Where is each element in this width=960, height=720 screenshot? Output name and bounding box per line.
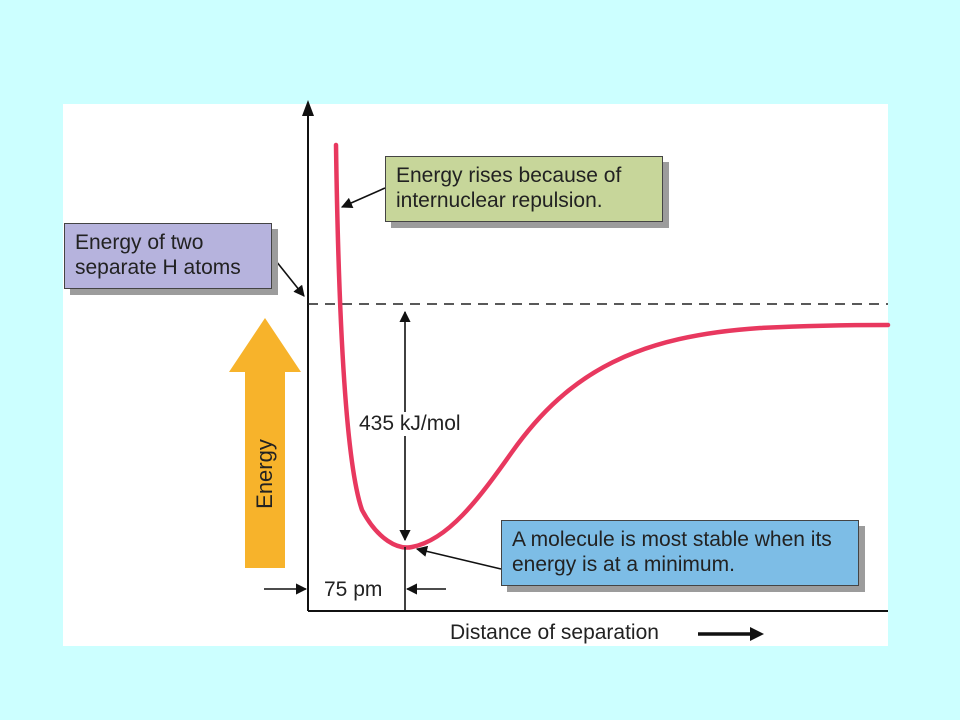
x-axis-label: Distance of separation <box>450 621 659 644</box>
minimum-energy-callout: A molecule is most stable when its energ… <box>501 520 859 586</box>
energy-arrow <box>229 318 301 568</box>
y-axis-arrowhead <box>302 100 314 116</box>
separate-atoms-callout: Energy of two separate H atoms <box>64 223 272 289</box>
repulsion-callout: Energy rises because of internuclear rep… <box>385 156 663 222</box>
energy-difference-label: 435 kJ/mol <box>357 412 463 436</box>
minimum-leader <box>415 545 502 570</box>
repulsion-leader <box>340 187 386 209</box>
bond-length-label: 75 pm <box>324 578 383 601</box>
potential-energy-curve <box>333 142 891 550</box>
x-axis-direction-arrowhead <box>750 627 764 641</box>
energy-arrow-label: Energy <box>252 439 277 509</box>
